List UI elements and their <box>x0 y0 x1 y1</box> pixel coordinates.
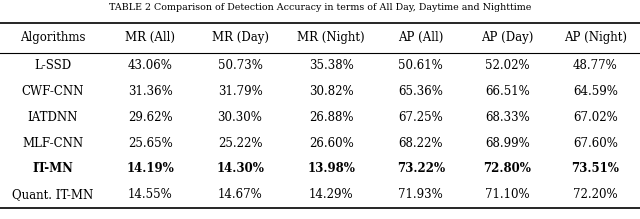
Text: 68.33%: 68.33% <box>485 111 529 124</box>
Text: 14.67%: 14.67% <box>218 188 262 201</box>
Text: 31.36%: 31.36% <box>128 85 173 98</box>
Text: 67.60%: 67.60% <box>573 136 618 150</box>
Text: 14.29%: 14.29% <box>309 188 353 201</box>
Text: AP (Day): AP (Day) <box>481 31 533 44</box>
Text: MR (Night): MR (Night) <box>298 31 365 44</box>
Text: AP (Night): AP (Night) <box>564 31 627 44</box>
Text: MLF-CNN: MLF-CNN <box>22 136 83 150</box>
Text: 14.30%: 14.30% <box>216 162 264 175</box>
Text: 35.38%: 35.38% <box>309 59 353 72</box>
Text: AP (All): AP (All) <box>398 31 444 44</box>
Text: 68.99%: 68.99% <box>485 136 529 150</box>
Text: MR (All): MR (All) <box>125 31 175 44</box>
Text: 25.65%: 25.65% <box>128 136 173 150</box>
Text: 14.19%: 14.19% <box>127 162 174 175</box>
Text: 30.30%: 30.30% <box>218 111 262 124</box>
Text: MR (Day): MR (Day) <box>211 31 269 44</box>
Text: 26.60%: 26.60% <box>309 136 353 150</box>
Text: 73.51%: 73.51% <box>572 162 619 175</box>
Text: 31.79%: 31.79% <box>218 85 262 98</box>
Text: Algorithms: Algorithms <box>20 31 86 44</box>
Text: 73.22%: 73.22% <box>397 162 445 175</box>
Text: 65.36%: 65.36% <box>398 85 444 98</box>
Text: 68.22%: 68.22% <box>399 136 443 150</box>
Text: 26.88%: 26.88% <box>309 111 353 124</box>
Text: 72.80%: 72.80% <box>483 162 531 175</box>
Text: 14.55%: 14.55% <box>128 188 173 201</box>
Text: 25.22%: 25.22% <box>218 136 262 150</box>
Text: 29.62%: 29.62% <box>128 111 173 124</box>
Text: 67.02%: 67.02% <box>573 111 618 124</box>
Text: Quant. IT-MN: Quant. IT-MN <box>12 188 93 201</box>
Text: 66.51%: 66.51% <box>485 85 529 98</box>
Text: 50.61%: 50.61% <box>399 59 443 72</box>
Text: 52.02%: 52.02% <box>485 59 529 72</box>
Text: 50.73%: 50.73% <box>218 59 262 72</box>
Text: IATDNN: IATDNN <box>28 111 78 124</box>
Text: 71.93%: 71.93% <box>399 188 443 201</box>
Text: 72.20%: 72.20% <box>573 188 618 201</box>
Text: L-SSD: L-SSD <box>34 59 72 72</box>
Text: 13.98%: 13.98% <box>307 162 355 175</box>
Text: 48.77%: 48.77% <box>573 59 618 72</box>
Text: 67.25%: 67.25% <box>399 111 443 124</box>
Text: 43.06%: 43.06% <box>128 59 173 72</box>
Text: IT-MN: IT-MN <box>33 162 73 175</box>
Text: 64.59%: 64.59% <box>573 85 618 98</box>
Text: 30.82%: 30.82% <box>309 85 353 98</box>
Text: 71.10%: 71.10% <box>485 188 529 201</box>
Text: TABLE 2 Comparison of Detection Accuracy in terms of All Day, Daytime and Nightt: TABLE 2 Comparison of Detection Accuracy… <box>109 3 531 12</box>
Text: CWF-CNN: CWF-CNN <box>22 85 84 98</box>
